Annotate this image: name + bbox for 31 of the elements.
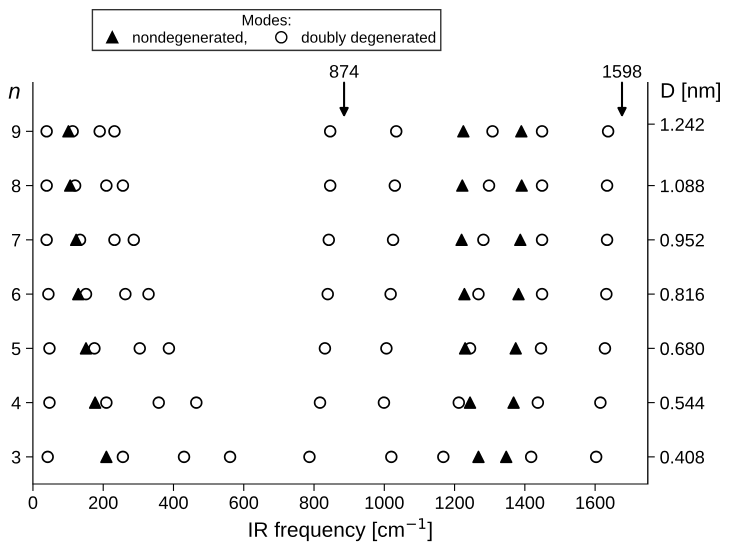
- y-tick-label: 6: [12, 288, 20, 301]
- y2-tick-label: 0.680: [660, 342, 704, 356]
- annotation: 1598: [603, 64, 642, 78]
- y-tick-label: 8: [12, 180, 20, 192]
- x-tick-label: 200: [89, 496, 118, 510]
- y-axis-title: n: [8, 86, 20, 99]
- x-tick-label: 400: [158, 496, 188, 510]
- y-tick-label: 3: [12, 450, 20, 464]
- y2-tick-label: 0.816: [660, 288, 704, 301]
- y-tick-label: 7: [12, 234, 20, 246]
- y2-tick-label: 1.242: [661, 118, 704, 131]
- y2-tick-label: 0.544: [660, 396, 704, 410]
- x-tick-label: 1000: [366, 496, 404, 510]
- y-tick-label: 5: [12, 342, 20, 356]
- x-tick-label: 1400: [506, 496, 544, 510]
- legend-label: nondegenerated,: [133, 32, 246, 46]
- legend-title: Modes:: [242, 14, 290, 26]
- y2-axis-title: D [nm]: [662, 82, 720, 102]
- y-tick-label: 4: [12, 396, 21, 410]
- x-tick-label: 1600: [576, 496, 614, 510]
- annotation: 874: [330, 64, 359, 78]
- x-tick-label: 600: [230, 496, 258, 510]
- legend-label: doubly degenerated: [302, 32, 436, 46]
- x-tick-label: 0: [28, 496, 38, 510]
- y2-tick-label: 0.408: [660, 450, 704, 464]
- y-tick-label: 9: [12, 125, 20, 138]
- y2-tick-label: 1.088: [661, 180, 704, 192]
- x-tick-label: 800: [300, 496, 328, 510]
- y2-tick-label: 0.952: [660, 234, 704, 247]
- x-axis-title: IR frequency [cm$^{−1}$]: [249, 518, 432, 542]
- x-tick-label: 1200: [436, 496, 474, 510]
